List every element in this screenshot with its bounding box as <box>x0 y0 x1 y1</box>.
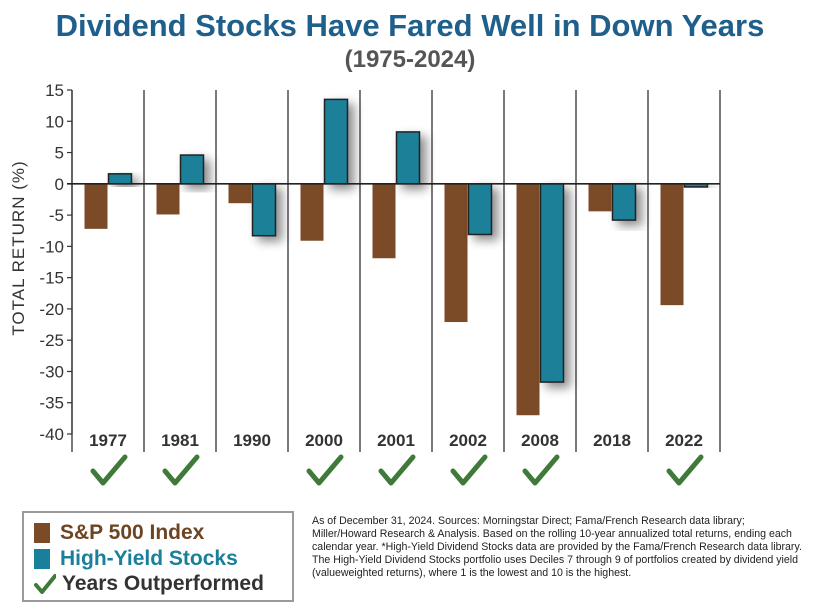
checkmark-path <box>306 454 344 486</box>
checkmark-path <box>522 454 560 486</box>
bar-sp500 <box>516 183 540 416</box>
bar-sp500 <box>372 183 396 259</box>
checkmark-path <box>90 454 128 486</box>
bar-high-yield <box>179 154 205 185</box>
checkmark-icon <box>34 574 56 594</box>
hy-swatch <box>34 549 50 569</box>
y-tick-label: 0 <box>55 175 64 194</box>
checkmark-icon <box>90 454 128 486</box>
y-tick-label: -40 <box>39 425 64 444</box>
legend-item-years: Years Outperformed <box>34 572 264 596</box>
bar-sp500 <box>588 183 612 212</box>
x-tick-label: 2008 <box>521 431 559 450</box>
bar-high-yield <box>467 183 493 236</box>
x-tick-label: 1977 <box>89 431 127 450</box>
x-tick-label: 2000 <box>305 431 343 450</box>
y-tick-label: -20 <box>39 300 64 319</box>
y-tick-label: 10 <box>45 112 64 131</box>
x-tick-label: 1990 <box>233 431 271 450</box>
y-tick-label: 15 <box>45 81 64 100</box>
y-tick-label: -5 <box>49 206 64 225</box>
x-tick-label: 2022 <box>665 431 703 450</box>
bar-high-yield <box>539 183 565 383</box>
y-tick-label: -10 <box>39 237 64 256</box>
checkmark-path <box>666 454 704 486</box>
x-tick-label: 1981 <box>161 431 199 450</box>
legend: S&P 500 Index High-Yield Stocks Years Ou… <box>22 511 294 602</box>
checkmark-path <box>450 454 488 486</box>
y-axis-label: TOTAL RETURN (%) <box>9 160 28 335</box>
y-tick-label: -30 <box>39 362 64 381</box>
legend-years-label: Years Outperformed <box>62 572 264 595</box>
bar-sp500 <box>444 183 468 323</box>
chart-subtitle: (1975-2024) <box>344 46 476 73</box>
legend-hy-label: High-Yield Stocks <box>60 547 238 570</box>
bar-sp500 <box>228 183 252 204</box>
checkmark-path <box>162 454 200 486</box>
legend-item-sp500: S&P 500 Index <box>34 521 204 545</box>
bar-high-yield <box>323 98 349 185</box>
x-tick-label: 2001 <box>377 431 415 450</box>
x-tick-label: 2018 <box>593 431 631 450</box>
checkmark-icon <box>306 454 344 486</box>
bar-sp500 <box>300 183 324 241</box>
bar-high-yield <box>251 183 277 237</box>
checkmark-icon <box>450 454 488 486</box>
y-tick-label: -35 <box>39 394 64 413</box>
bar-sp500 <box>660 183 684 306</box>
checkmark-icon <box>378 454 416 486</box>
y-tick-label: 5 <box>55 144 64 163</box>
x-tick-label: 2002 <box>449 431 487 450</box>
bar-high-yield <box>611 183 637 221</box>
legend-item-hy: High-Yield Stocks <box>34 547 238 571</box>
chart-title: Dividend Stocks Have Fared Well in Down … <box>55 8 765 43</box>
sp500-swatch <box>34 523 50 543</box>
legend-sp500-label: S&P 500 Index <box>60 521 205 544</box>
bar-sp500 <box>84 183 108 229</box>
checkmark-icon <box>162 454 200 486</box>
bar-high-yield <box>395 131 421 185</box>
bar-high-yield <box>107 173 133 185</box>
checkmark-icon <box>522 454 560 486</box>
y-tick-label: -15 <box>39 269 64 288</box>
bar-sp500 <box>156 183 180 215</box>
y-tick-label: -25 <box>39 331 64 350</box>
checkmark-icon <box>666 454 704 486</box>
footnote: As of December 31, 2024. Sources: Mornin… <box>312 515 802 579</box>
checkmark-path <box>378 454 416 486</box>
